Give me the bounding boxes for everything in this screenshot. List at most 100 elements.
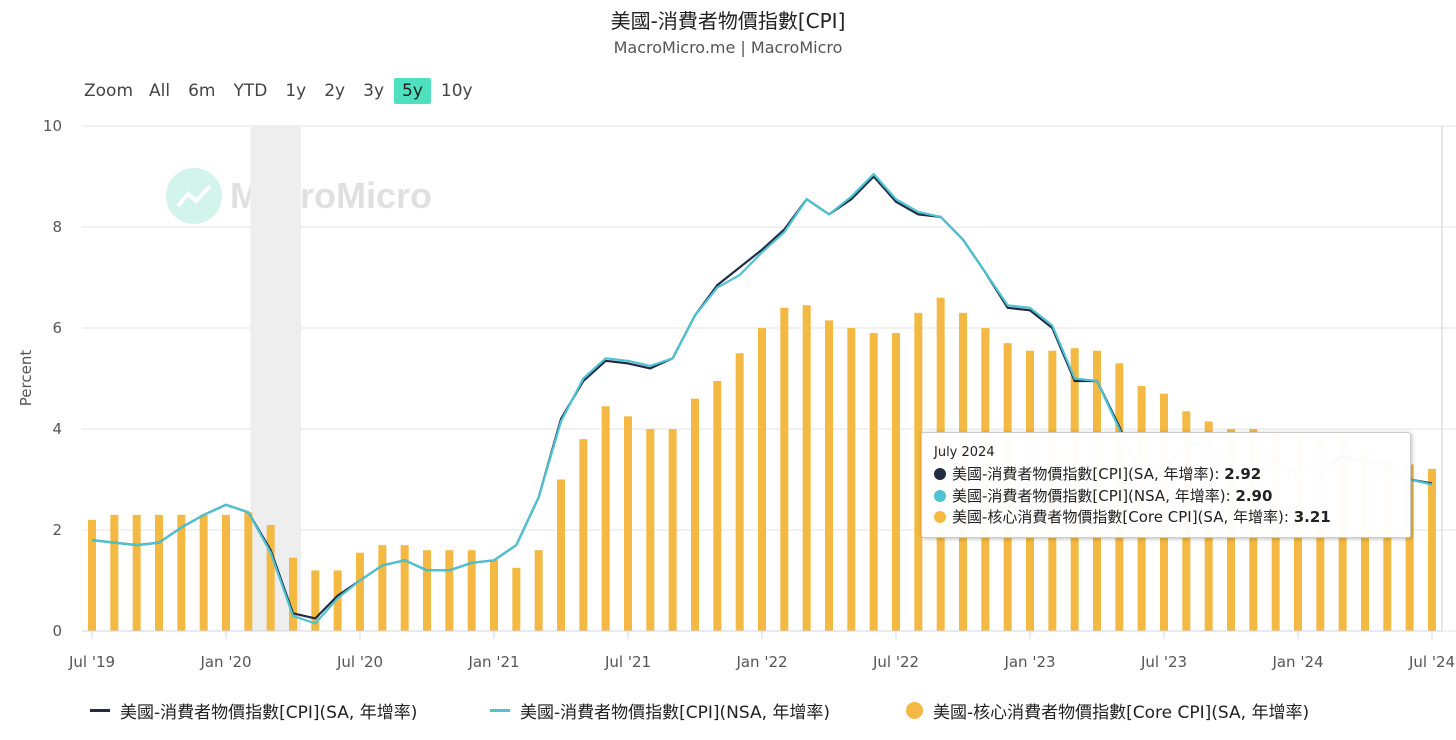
zoom-button-2y[interactable]: 2y [324, 81, 346, 101]
tooltip-dot-core [934, 511, 946, 523]
tooltip-label-core: 美國-核心消費者物價指數[Core CPI](SA, 年增率) [952, 508, 1284, 526]
legend-line-sa-icon [90, 709, 110, 712]
x-tick-label: Jul '24 [1408, 653, 1455, 671]
legend-item-nsa[interactable]: 美國-消費者物價指數[CPI](NSA, 年增率) [490, 698, 830, 723]
legend-item-sa[interactable]: 美國-消費者物價指數[CPI](SA, 年增率) [90, 698, 417, 723]
tooltip-dot-nsa [934, 490, 946, 502]
core-cpi-bar [445, 550, 454, 631]
zoom-button-1y[interactable]: 1y [285, 81, 307, 101]
core-cpi-bar [244, 512, 253, 631]
tooltip-label-nsa: 美國-消費者物價指數[CPI](NSA, 年增率) [952, 487, 1226, 505]
core-cpi-bar [780, 307, 789, 631]
x-tick-label: Jul '19 [68, 653, 115, 671]
core-cpi-bar [869, 333, 878, 631]
tooltip-dot-sa [934, 468, 946, 480]
core-cpi-bar [1405, 464, 1414, 631]
chart-title: 美國-消費者物價指數[CPI] [610, 9, 846, 33]
tooltip-value-core: 3.21 [1293, 508, 1331, 526]
x-tick-label: Jul '22 [872, 653, 919, 671]
core-cpi-bar [1428, 468, 1436, 631]
core-cpi-bar [311, 570, 320, 631]
x-tick-label: Jan '21 [467, 653, 519, 671]
x-tick-label: Jan '22 [735, 653, 787, 671]
chart-legend: 美國-消費者物價指數[CPI](SA, 年增率) 美國-消費者物價指數[CPI]… [0, 698, 1456, 724]
tooltip-row-nsa: 美國-消費者物價指數[CPI](NSA, 年增率): 2.90 [934, 485, 1272, 506]
axes: 0 2 4 6 8 10 Jul '19 Jan '20 Jul '20 Jan '21 Jul '… [43, 117, 1455, 671]
legend-dot-core-icon [906, 702, 923, 719]
y-tick-label-2: 2 [52, 521, 62, 539]
data-tooltip: July 2024 美國-消費者物價指數[CPI](SA, 年增率): 2.92… [921, 432, 1411, 538]
tooltip-label-sa: 美國-消費者物價指數[CPI](SA, 年增率) [952, 465, 1215, 483]
zoom-button-ytd[interactable]: YTD [233, 81, 268, 101]
y-tick-label-8: 8 [52, 218, 62, 236]
core-cpi-bar [646, 429, 655, 631]
recession-shade [250, 126, 301, 631]
core-cpi-bar [1361, 449, 1369, 631]
core-cpi-bar [892, 333, 900, 631]
tooltip-row-core: 美國-核心消費者物價指數[Core CPI](SA, 年增率): 3.21 [934, 506, 1331, 527]
core-cpi-bar [155, 514, 163, 631]
x-tick-label: Jul '20 [336, 653, 383, 671]
core-cpi-bar [534, 550, 543, 631]
core-cpi-bar [289, 557, 297, 631]
x-tick-label: Jan '23 [1003, 653, 1055, 671]
core-cpi-bar [199, 514, 208, 631]
core-cpi-bar [266, 524, 275, 631]
core-cpi-bar [624, 416, 632, 631]
zoom-button-10y[interactable]: 10y [440, 81, 473, 101]
core-cpi-bar [1383, 459, 1392, 631]
core-cpi-bar [423, 550, 431, 631]
y-tick-label-0: 0 [52, 622, 62, 640]
core-cpi-bar [378, 545, 387, 631]
legend-label-core: 美國-核心消費者物價指數[Core CPI](SA, 年增率) [933, 703, 1310, 723]
tooltip-value-sa: 2.92 [1224, 465, 1262, 483]
core-cpi-bar [825, 320, 833, 631]
chart-plot[interactable]: 0 2 4 6 8 10 Jul '19 Jan '20 Jul '20 Jan '21 Jul '… [0, 0, 1456, 700]
core-cpi-bar [557, 479, 565, 631]
y-tick-label-10: 10 [43, 117, 62, 135]
core-cpi-bar [88, 519, 96, 631]
tooltip-row-sa: 美國-消費者物價指數[CPI](SA, 年增率): 2.92 [934, 463, 1261, 484]
core-cpi-bar [668, 429, 677, 631]
tooltip-value-nsa: 2.90 [1235, 487, 1273, 505]
x-tick-label: Jan '20 [199, 653, 251, 671]
y-axis-label: Percent [17, 350, 35, 407]
legend-item-core[interactable]: 美國-核心消費者物價指數[Core CPI](SA, 年增率) [906, 698, 1309, 723]
core-cpi-bar [333, 570, 342, 631]
zoom-range-selector: Zoom All 6m YTD 1y 2y 3y 5y 10y [76, 76, 483, 106]
x-tick-label: Jul '21 [604, 653, 651, 671]
watermark-chart-icon [166, 168, 222, 224]
core-cpi-bar [467, 550, 476, 631]
core-cpi-bar [735, 353, 744, 631]
core-cpi-bar [400, 545, 409, 631]
chart-subtitle: MacroMicro.me | MacroMicro [613, 38, 843, 57]
y-tick-label-4: 4 [52, 420, 62, 438]
core-cpi-bar [847, 328, 856, 631]
core-cpi-bar [512, 567, 521, 631]
legend-label-nsa: 美國-消費者物價指數[CPI](NSA, 年增率) [520, 703, 831, 723]
core-cpi-bar [579, 439, 588, 631]
x-tick-label: Jan '24 [1271, 653, 1323, 671]
core-cpi-bar [177, 514, 186, 631]
core-cpi-bar [758, 328, 766, 631]
tooltip-header: July 2024 [934, 445, 995, 460]
zoom-button-3y[interactable]: 3y [363, 81, 385, 101]
core-cpi-bar [132, 514, 141, 631]
core-cpi-bar [222, 514, 230, 631]
zoom-button-6m[interactable]: 6m [188, 81, 216, 101]
core-cpi-bar [490, 560, 498, 631]
core-cpi-bar [110, 514, 119, 631]
core-cpi-bar [356, 552, 364, 631]
zoom-label: Zoom [84, 81, 134, 101]
core-cpi-bar [713, 381, 722, 631]
legend-line-nsa-icon [490, 709, 510, 712]
core-cpi-bar [691, 398, 699, 631]
recession-band [250, 126, 301, 631]
core-cpi-bar [601, 406, 610, 631]
y-tick-label-6: 6 [52, 319, 62, 337]
core-cpi-bar [802, 305, 811, 631]
zoom-button-all[interactable]: All [149, 81, 171, 101]
legend-label-sa: 美國-消費者物價指數[CPI](SA, 年增率) [120, 703, 418, 723]
zoom-button-5y[interactable]: 5y [394, 78, 431, 104]
x-tick-label: Jul '23 [1140, 653, 1187, 671]
